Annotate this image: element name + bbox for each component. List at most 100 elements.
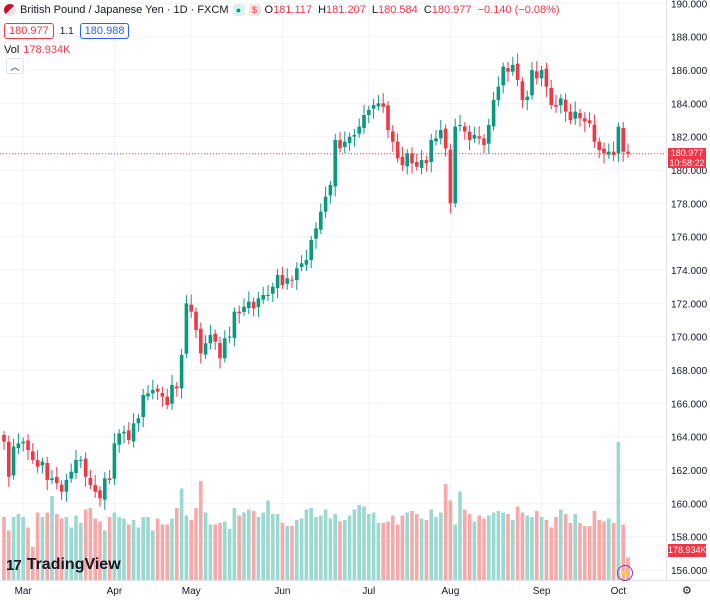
candlestick bbox=[419, 149, 424, 175]
volume-axis-label: 178.934K bbox=[668, 544, 707, 557]
candle-body bbox=[482, 138, 486, 145]
volume-bar bbox=[247, 509, 251, 580]
settings-icon[interactable]: ⚙ bbox=[682, 585, 692, 597]
candle-body bbox=[299, 263, 304, 267]
price-tick-label: 158.000 bbox=[671, 533, 708, 544]
candlestick bbox=[314, 222, 318, 249]
dividend-icon[interactable]: $ bbox=[248, 4, 261, 16]
candlestick bbox=[50, 470, 54, 485]
volume-bar bbox=[448, 500, 453, 580]
candlestick bbox=[194, 307, 198, 339]
candle-body bbox=[419, 160, 424, 168]
sell-button[interactable]: 180.977 bbox=[4, 23, 54, 39]
lightning-icon[interactable]: ⚡ bbox=[617, 565, 633, 581]
candlestick bbox=[487, 118, 491, 154]
candlestick bbox=[611, 141, 616, 162]
candle-body bbox=[381, 103, 385, 107]
candle-body bbox=[611, 151, 616, 155]
symbol-title[interactable]: British Pound / Japanese Yen · 1D · FXCM bbox=[20, 4, 229, 16]
candlestick bbox=[491, 91, 496, 131]
price-tick-label: 184.000 bbox=[671, 99, 708, 110]
candle-body bbox=[439, 130, 443, 139]
price-tick-label: 166.000 bbox=[671, 399, 708, 410]
candlestick bbox=[11, 438, 16, 480]
candle-body bbox=[69, 471, 73, 479]
volume-bar bbox=[386, 521, 390, 580]
volume-bar bbox=[554, 517, 558, 580]
volume-bar bbox=[319, 515, 323, 580]
candle-body bbox=[199, 328, 203, 354]
candle-body bbox=[55, 477, 59, 484]
volume-bar bbox=[501, 512, 505, 580]
volume-bar bbox=[151, 530, 155, 580]
candle-body bbox=[554, 105, 558, 107]
time-axis[interactable]: Mar Apr May Jun Jul Aug Sep Oct bbox=[0, 580, 710, 598]
candlestick bbox=[232, 307, 237, 347]
candle-body bbox=[16, 443, 21, 448]
volume-bar bbox=[607, 518, 611, 580]
candlestick bbox=[107, 470, 112, 485]
price-tick-label: 160.000 bbox=[671, 499, 708, 510]
tradingview-logo[interactable]: 17 TradingView bbox=[6, 556, 121, 574]
volume-bar bbox=[194, 508, 198, 580]
candlestick bbox=[112, 433, 117, 485]
volume-bar bbox=[2, 517, 6, 580]
symbol-legend: British Pound / Japanese Yen · 1D · FXCM… bbox=[4, 4, 560, 16]
volume-bar bbox=[367, 514, 371, 580]
volume-bar bbox=[107, 517, 112, 580]
candle-body bbox=[98, 490, 102, 499]
volume-bar bbox=[160, 524, 165, 580]
candle-body bbox=[64, 480, 69, 492]
volume-bar bbox=[362, 506, 366, 580]
volume-bar bbox=[439, 512, 443, 580]
volume-bar bbox=[400, 515, 405, 580]
candle-body bbox=[472, 135, 477, 139]
candle-body bbox=[616, 126, 621, 154]
candlestick bbox=[2, 430, 6, 450]
candle-body bbox=[544, 68, 549, 87]
volume-bar bbox=[544, 520, 549, 580]
volume-bar bbox=[463, 509, 467, 580]
candlestick bbox=[391, 125, 395, 152]
price-tick-label: 170.000 bbox=[671, 333, 708, 344]
candlestick bbox=[117, 429, 121, 453]
candlestick bbox=[549, 79, 553, 110]
candlestick bbox=[203, 335, 208, 359]
candle-body bbox=[559, 98, 563, 106]
candle-body bbox=[290, 279, 294, 281]
candle-body bbox=[237, 311, 241, 314]
candlestick bbox=[362, 104, 366, 135]
price-tick-label: 182.000 bbox=[671, 133, 708, 144]
price-axis[interactable]: 156.000 158.000 160.000 162.000 164.000 166.0… bbox=[666, 0, 708, 580]
volume-bar bbox=[203, 512, 208, 580]
volume-bar bbox=[573, 514, 577, 580]
candlestick bbox=[45, 456, 49, 491]
candlestick bbox=[74, 449, 78, 480]
volume-bar bbox=[295, 520, 299, 580]
volume-bar bbox=[251, 511, 256, 580]
candlestick bbox=[530, 61, 534, 100]
candle-body bbox=[467, 131, 472, 140]
volume-bar bbox=[74, 515, 78, 580]
volume-bar bbox=[410, 511, 414, 580]
volume-bar bbox=[328, 518, 333, 580]
volume-bar bbox=[290, 526, 294, 580]
candlestick bbox=[357, 118, 361, 138]
volume-bar bbox=[530, 517, 534, 580]
candlestick bbox=[304, 249, 309, 271]
candlestick bbox=[434, 130, 438, 146]
candle-body bbox=[602, 148, 606, 154]
price-tick-label: 190.000 bbox=[671, 0, 708, 10]
buy-button[interactable]: 180.988 bbox=[79, 23, 130, 39]
candlestick bbox=[328, 180, 333, 204]
price-tick-label: 188.000 bbox=[671, 33, 708, 44]
market-open-icon[interactable]: ● bbox=[232, 4, 245, 16]
collapse-legend-button[interactable]: ︿ bbox=[6, 58, 24, 74]
candle-body bbox=[74, 460, 78, 473]
volume-bar bbox=[568, 523, 573, 580]
candle-body bbox=[338, 140, 342, 149]
candle-body bbox=[261, 295, 265, 300]
price-label-countdown: 10:58:22 bbox=[669, 157, 705, 168]
candlestick bbox=[16, 433, 21, 455]
